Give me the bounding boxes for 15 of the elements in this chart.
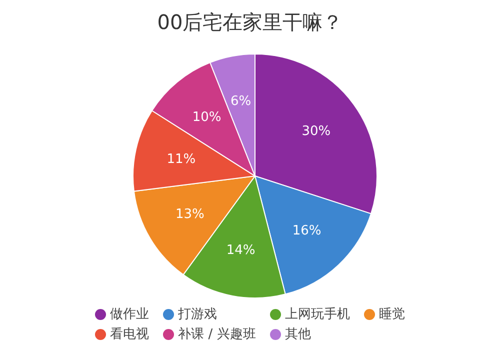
data-label: 11% <box>166 152 196 167</box>
legend-label: 看电视 <box>109 326 150 343</box>
data-label: 30% <box>302 124 331 140</box>
legend-label: 睡觉 <box>378 306 405 323</box>
chart-title: 00后宅在家里干嘛？ <box>156 9 344 36</box>
legend-label: 做作业 <box>109 306 150 323</box>
data-label: 14% <box>226 242 256 258</box>
legend-label: 其他 <box>284 326 312 343</box>
data-label: 16% <box>292 224 322 239</box>
data-label: 6% <box>230 94 252 110</box>
data-label: 10% <box>192 110 222 126</box>
legend-label: 上网玩手机 <box>284 306 350 323</box>
legend-label: 打游戏 <box>177 306 218 323</box>
data-label: 13% <box>175 207 204 222</box>
legend-label: 补课 / 兴趣班 <box>177 326 256 343</box>
